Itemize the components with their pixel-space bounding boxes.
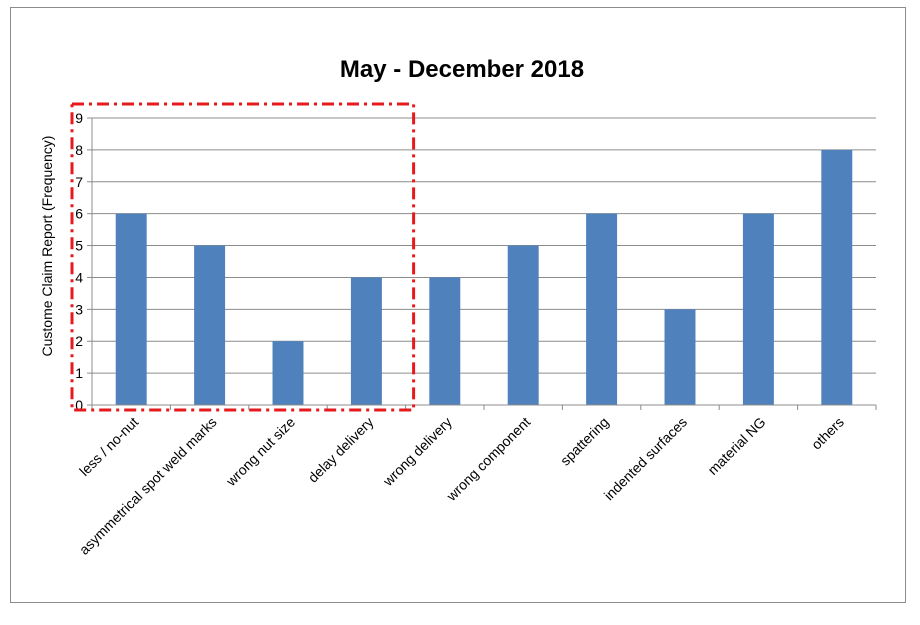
x-tick-label: wrong component bbox=[443, 414, 534, 505]
bar bbox=[350, 277, 382, 405]
chart-title: May - December 2018 bbox=[340, 56, 584, 83]
axes bbox=[87, 117, 877, 410]
bar bbox=[115, 213, 147, 405]
bar bbox=[821, 149, 853, 405]
y-axis-label: Custome Claim Report (Frequency) bbox=[39, 136, 55, 357]
y-tick-label: 0 bbox=[75, 397, 83, 413]
x-tick-label: spattering bbox=[557, 414, 612, 469]
y-tick-label: 5 bbox=[75, 238, 83, 254]
y-tick-label: 8 bbox=[75, 142, 83, 158]
y-tick-label: 4 bbox=[75, 269, 83, 285]
bar bbox=[194, 245, 226, 405]
y-tick-label: 6 bbox=[75, 206, 83, 222]
x-tick-label: material NG bbox=[704, 414, 768, 478]
x-tick-label: indented surfaces bbox=[601, 414, 690, 503]
bar bbox=[742, 213, 774, 405]
y-tick-label: 3 bbox=[75, 301, 83, 317]
y-tick-label: 7 bbox=[75, 174, 83, 190]
x-tick-label: others bbox=[808, 414, 847, 453]
y-tick-label: 2 bbox=[75, 333, 83, 349]
x-tick-label: wrong delivery bbox=[379, 414, 455, 490]
bar bbox=[586, 213, 618, 405]
y-tick-labels: 0 1 2 3 4 5 6 7 8 9 bbox=[75, 110, 83, 413]
y-tick-label: 1 bbox=[75, 365, 83, 381]
bar bbox=[507, 245, 539, 405]
bars bbox=[115, 149, 853, 405]
x-tick-label: asymmetrical spot weld marks bbox=[76, 414, 220, 558]
x-tick-label: less / no-nut bbox=[76, 414, 141, 479]
bar bbox=[272, 341, 304, 405]
bar bbox=[664, 309, 696, 405]
x-tick-label: wrong nut size bbox=[222, 414, 298, 490]
x-tick-label: delay delivery bbox=[305, 414, 377, 486]
bar bbox=[429, 277, 461, 405]
highlight-box bbox=[70, 102, 416, 412]
y-tick-label: 9 bbox=[75, 110, 83, 126]
